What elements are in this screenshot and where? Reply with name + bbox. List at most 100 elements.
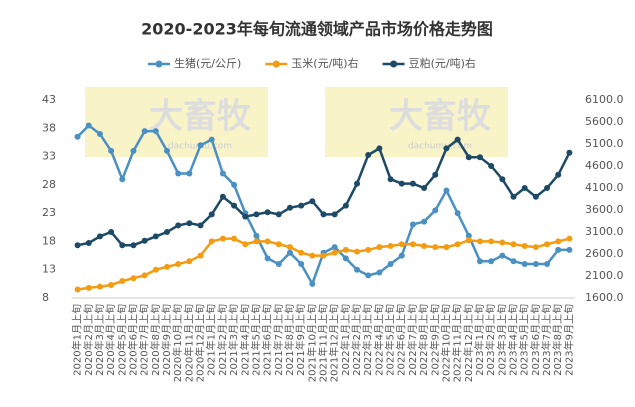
y-tick-label: 13 [42, 263, 56, 276]
point [119, 278, 126, 285]
point [432, 171, 439, 178]
x-tick-label: 2020年7月上旬 [138, 304, 151, 376]
point [219, 193, 226, 200]
watermark: 大畜牧 [149, 97, 252, 137]
point [231, 235, 238, 242]
point [365, 152, 372, 158]
point [342, 255, 349, 262]
point [186, 170, 193, 177]
x-tick-label: 2022年10月上旬 [439, 304, 452, 382]
point [331, 211, 338, 218]
point [342, 246, 349, 253]
point [544, 185, 551, 191]
x-tick-label: 2022年12月上旬 [462, 304, 475, 382]
point [74, 242, 81, 249]
point [510, 258, 517, 265]
x-tick-label: 2020年4月上旬 [104, 304, 117, 376]
point [376, 269, 383, 276]
point [264, 209, 271, 216]
point [130, 147, 137, 154]
x-tick-label: 2020年10月上旬 [171, 304, 184, 382]
x-tick-label: 2020年1月上旬 [71, 304, 84, 376]
point [152, 266, 159, 273]
point [532, 244, 539, 251]
x-tick-label: 2020年2月上旬 [82, 304, 95, 376]
point [286, 244, 293, 251]
x-tick-label: 2022年11月上旬 [451, 304, 464, 382]
point [242, 213, 249, 220]
point [298, 261, 305, 268]
point [275, 211, 282, 218]
x-tick-label: 2021年10月上旬 [305, 304, 318, 382]
point [409, 221, 416, 228]
point [331, 244, 338, 251]
point [376, 145, 383, 152]
point [264, 255, 271, 262]
point [354, 248, 361, 255]
point [253, 232, 260, 239]
y2-tick-label: 1600.0 [585, 291, 624, 304]
point [108, 147, 115, 154]
y-tick-label: 23 [42, 206, 56, 219]
point [476, 154, 483, 161]
legend-marker [390, 60, 398, 68]
point [510, 241, 517, 248]
point [175, 170, 182, 177]
chart-title: 2020-2023年每旬流通领域产品市场价格走势图 [141, 20, 493, 39]
point [96, 283, 103, 290]
point [320, 252, 327, 259]
point [253, 238, 260, 245]
point [544, 261, 551, 268]
legend-marker [272, 60, 280, 68]
y-tick-label: 18 [42, 234, 56, 247]
y-tick-label: 43 [42, 93, 56, 106]
point [74, 133, 81, 140]
point [454, 210, 461, 217]
point [387, 176, 394, 183]
point [532, 193, 539, 200]
point [74, 286, 81, 293]
point [96, 130, 103, 137]
point [566, 235, 573, 242]
point [130, 275, 137, 282]
point [476, 238, 483, 245]
y-tick-label: 38 [42, 121, 56, 134]
point [499, 252, 506, 259]
point [488, 163, 495, 169]
point [354, 266, 361, 273]
point [488, 258, 495, 265]
point [275, 261, 282, 268]
x-tick-label: 2022年4月上旬 [372, 304, 385, 376]
point [231, 181, 238, 188]
legend-label: 玉米(元/吨)右 [291, 56, 358, 70]
point [242, 241, 249, 248]
point [164, 263, 171, 270]
point [164, 147, 171, 154]
point [365, 272, 372, 279]
point [264, 238, 271, 245]
x-tick-label: 2020年6月上旬 [126, 304, 139, 376]
y-tick-label: 33 [42, 150, 56, 163]
x-tick-label: 2021年5月上旬 [249, 304, 262, 376]
x-tick-label: 2022年2月上旬 [350, 304, 363, 376]
x-tick-label: 2021年9月上旬 [294, 304, 307, 376]
y2-tick-label: 3600.0 [585, 203, 624, 216]
x-tick-label: 2020年11月上旬 [182, 304, 195, 382]
point [130, 242, 137, 249]
point [421, 218, 428, 225]
x-tick-label: 2020年5月上旬 [115, 304, 128, 376]
point [555, 238, 562, 245]
x-tick-label: 2021年6月上旬 [261, 304, 274, 376]
x-tick-label: 2022年8月上旬 [417, 304, 430, 376]
point [286, 204, 293, 211]
point [465, 154, 472, 161]
point [365, 246, 372, 253]
point [510, 193, 517, 200]
point [521, 185, 528, 191]
point [298, 249, 305, 256]
point [454, 241, 461, 248]
x-tick-label: 2023年1月上旬 [473, 304, 486, 376]
point [331, 249, 338, 256]
watermark-box [85, 87, 268, 157]
point [152, 128, 159, 135]
